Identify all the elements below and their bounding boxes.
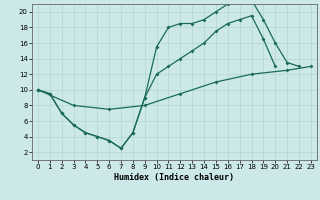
X-axis label: Humidex (Indice chaleur): Humidex (Indice chaleur)	[115, 173, 234, 182]
